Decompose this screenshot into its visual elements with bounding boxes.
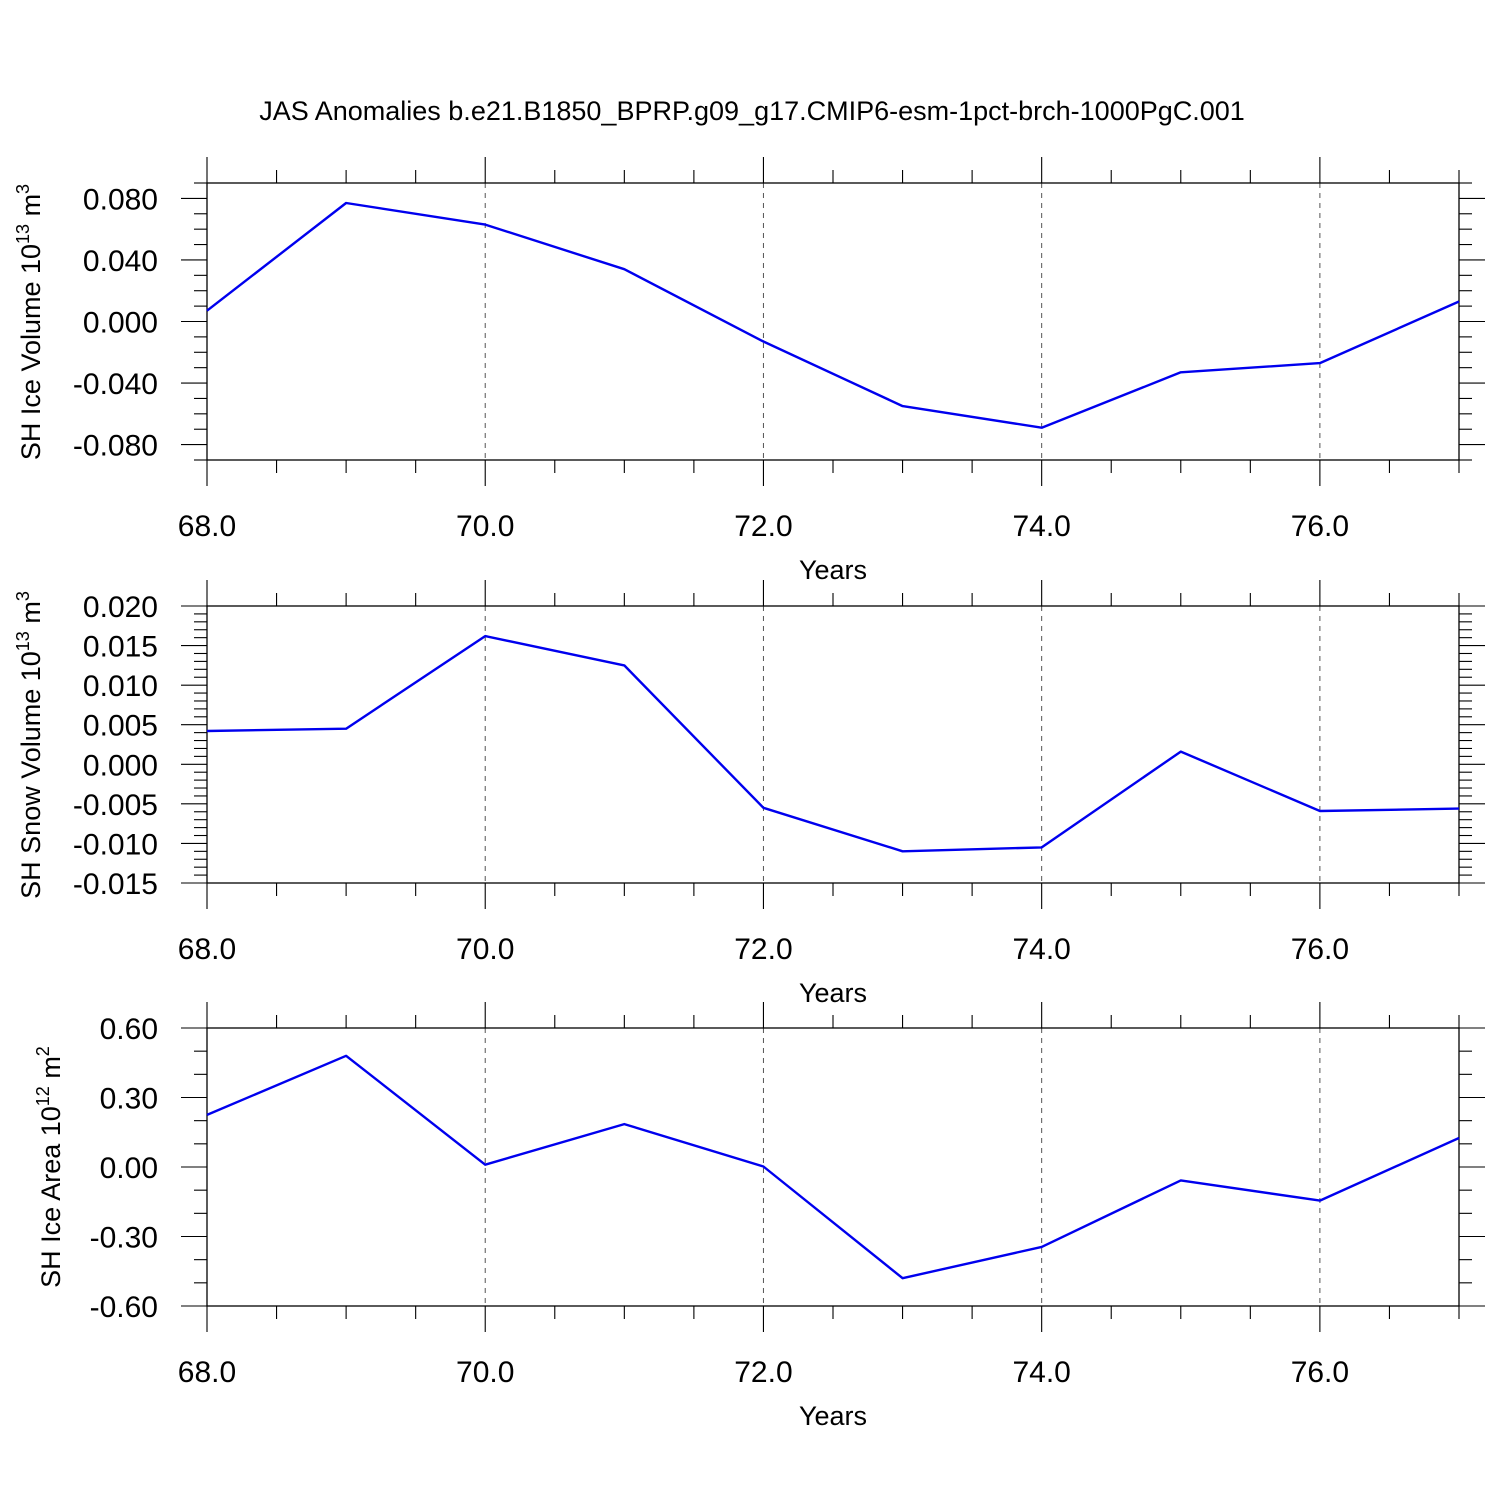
x-tick-label: 74.0 bbox=[1012, 933, 1070, 966]
panel-2: 68.0 70.0 72.0 74.0 76.0 -0.015 -0.010 -0.005 0.… bbox=[13, 580, 1485, 1008]
x-tick-label: 76.0 bbox=[1291, 933, 1349, 966]
x-tick-label: 76.0 bbox=[1291, 510, 1349, 543]
panel-3: 68.0 70.0 72.0 74.0 76.0 -0.60 -0.30 0.00 0.30 0.… bbox=[33, 1002, 1485, 1431]
x-axis-label: Years bbox=[799, 555, 867, 585]
x-axis-label: Years bbox=[799, 1401, 867, 1431]
panel-1: 68.0 70.0 72.0 74.0 76.0 -0.080 -0.040 0.000 0.0… bbox=[13, 157, 1485, 585]
x-tick-label: 70.0 bbox=[456, 1356, 514, 1389]
x-tick-label: 76.0 bbox=[1291, 1356, 1349, 1389]
y-tick-label: -0.015 bbox=[73, 868, 158, 901]
y-tick-label: -0.30 bbox=[90, 1222, 158, 1255]
y-tick-label: -0.005 bbox=[73, 789, 158, 822]
y-tick-label: 0.040 bbox=[83, 245, 158, 278]
y-tick-label: 0.000 bbox=[83, 307, 158, 340]
y-axis-label: SH Ice Area 1012 m2 bbox=[33, 1046, 66, 1288]
x-axis-label: Years bbox=[799, 978, 867, 1008]
series-line bbox=[206, 1054, 1460, 1280]
x-tick-label: 68.0 bbox=[178, 1356, 236, 1389]
y-tick-label: -0.010 bbox=[73, 828, 158, 861]
y-axis-label: SH Ice Volume 1013 m3 bbox=[13, 184, 46, 460]
y-tick-label: 0.60 bbox=[100, 1013, 158, 1046]
y-tick-label: 0.30 bbox=[100, 1083, 158, 1116]
x-tick-label: 72.0 bbox=[734, 933, 792, 966]
x-tick-label: 74.0 bbox=[1012, 1356, 1070, 1389]
series-line bbox=[206, 634, 1460, 853]
y-tick-label: 0.010 bbox=[83, 670, 158, 703]
x-tick-label: 74.0 bbox=[1012, 510, 1070, 543]
y-tick-label: 0.00 bbox=[100, 1152, 158, 1185]
y-axis-label: SH Snow Volume 1013 m3 bbox=[13, 591, 46, 899]
x-tick-label: 68.0 bbox=[178, 933, 236, 966]
y-tick-label: -0.040 bbox=[73, 368, 158, 401]
figure-title: JAS Anomalies b.e21.B1850_BPRP.g09_g17.C… bbox=[259, 96, 1245, 126]
series-line bbox=[206, 201, 1460, 429]
plot-frame bbox=[206, 182, 1460, 461]
y-tick-label: 0.080 bbox=[83, 183, 158, 216]
y-tick-label: 0.000 bbox=[83, 749, 158, 782]
x-tick-label: 70.0 bbox=[456, 510, 514, 543]
plot-frame bbox=[206, 605, 1460, 884]
x-tick-label: 72.0 bbox=[734, 510, 792, 543]
y-tick-label: 0.015 bbox=[83, 631, 158, 664]
y-tick-label: 0.020 bbox=[83, 591, 158, 624]
plot-frame bbox=[206, 1027, 1460, 1307]
x-tick-label: 70.0 bbox=[456, 933, 514, 966]
x-tick-label: 72.0 bbox=[734, 1356, 792, 1389]
x-tick-label: 68.0 bbox=[178, 510, 236, 543]
y-tick-label: -0.080 bbox=[73, 430, 158, 463]
y-tick-label: -0.60 bbox=[90, 1291, 158, 1324]
y-tick-label: 0.005 bbox=[83, 710, 158, 743]
panels: 68.0 70.0 72.0 74.0 76.0 -0.080 -0.040 0.000 0.0… bbox=[13, 157, 1485, 1431]
